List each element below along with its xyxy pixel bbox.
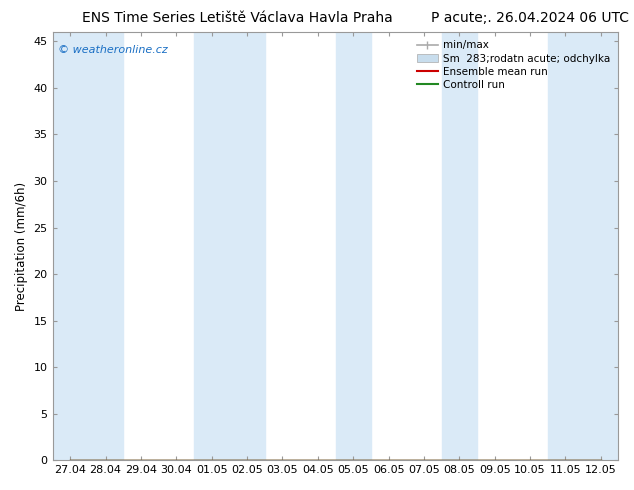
Bar <box>88 32 123 460</box>
Text: ENS Time Series Letiště Václava Havla Praha: ENS Time Series Letiště Václava Havla Pr… <box>82 11 393 25</box>
Legend: min/max, Sm  283;rodatn acute; odchylka, Ensemble mean run, Controll run: min/max, Sm 283;rodatn acute; odchylka, … <box>414 37 613 93</box>
Text: P acute;. 26.04.2024 06 UTC: P acute;. 26.04.2024 06 UTC <box>431 11 629 25</box>
Bar <box>548 32 583 460</box>
Bar <box>194 32 230 460</box>
Bar <box>583 32 619 460</box>
Bar <box>335 32 371 460</box>
Bar <box>230 32 265 460</box>
Y-axis label: Precipitation (mm/6h): Precipitation (mm/6h) <box>15 182 28 311</box>
Bar <box>53 32 88 460</box>
Bar <box>442 32 477 460</box>
Text: © weatheronline.cz: © weatheronline.cz <box>58 45 168 55</box>
